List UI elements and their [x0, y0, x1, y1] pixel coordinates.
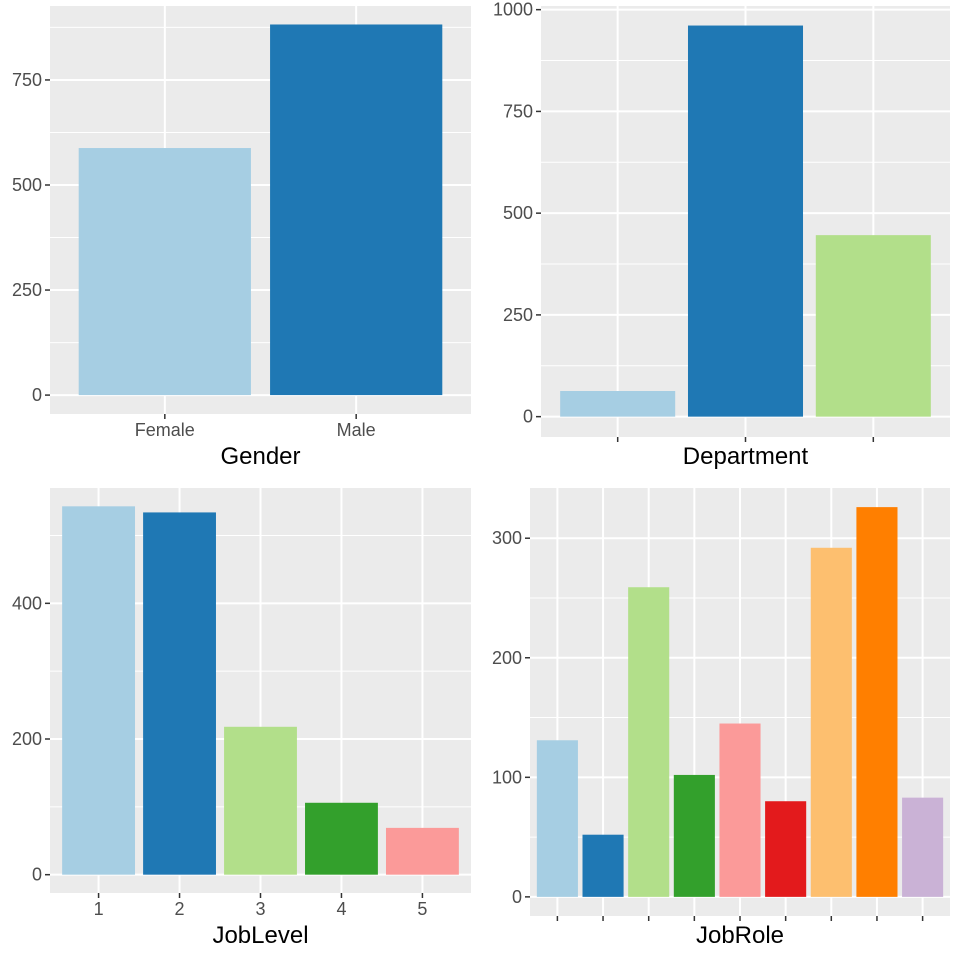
bar: [305, 802, 378, 875]
y-tick-label: 750: [12, 70, 42, 90]
bar: [628, 587, 670, 897]
x-tick-label: 4: [336, 899, 346, 919]
bar: [270, 24, 443, 396]
x-axis-title: Gender: [220, 443, 300, 470]
x-tick-label: 2: [175, 899, 185, 919]
bar: [536, 740, 578, 897]
x-tick-label: Female: [135, 420, 195, 440]
y-tick-label: 500: [12, 175, 42, 195]
y-tick-label: 0: [523, 407, 533, 427]
y-tick-label: 400: [12, 593, 42, 613]
x-tick-label: 1: [94, 899, 104, 919]
chart-panel-4: 0 100 200 300 JobRole: [492, 488, 950, 949]
bar: [765, 801, 807, 897]
y-tick-label: 300: [492, 528, 522, 548]
bar: [673, 774, 715, 897]
bar: [902, 797, 944, 897]
bar: [224, 726, 297, 875]
bar: [815, 235, 931, 417]
bar: [560, 391, 676, 417]
y-tick-label: 200: [12, 729, 42, 749]
y-tick-label: 250: [12, 280, 42, 300]
bar: [687, 25, 804, 417]
y-tick-label: 500: [503, 203, 533, 223]
bar: [78, 148, 251, 396]
chart-panel-1: 0 250 500 750 Female Male Gender: [12, 6, 471, 470]
y-tick-label: 0: [32, 865, 42, 885]
x-tick-label: 5: [417, 899, 427, 919]
y-tick-label: 0: [512, 887, 522, 907]
bar: [582, 834, 624, 897]
bar: [810, 547, 852, 897]
bar: [62, 506, 136, 875]
x-axis-title: JobRole: [696, 922, 784, 949]
y-tick-label: 750: [503, 101, 533, 121]
y-tick-label: 100: [492, 767, 522, 787]
y-tick-label: 250: [503, 305, 533, 325]
chart-panel-3: 0 200 400 1 2 3 4 5 JobLevel: [12, 488, 471, 949]
bar: [143, 512, 216, 875]
y-tick-label: 0: [32, 385, 42, 405]
y-tick-label: 1000: [493, 0, 533, 20]
chart-panel-2: 0 250 500 750 1000 Department: [493, 0, 950, 470]
bar: [856, 507, 898, 897]
bar: [719, 723, 761, 897]
x-axis-title: JobLevel: [212, 922, 308, 949]
x-tick-label: Male: [337, 420, 376, 440]
x-axis-title: Department: [683, 443, 809, 470]
bar: [385, 827, 459, 875]
y-tick-label: 200: [492, 648, 522, 668]
x-tick-label: 3: [255, 899, 265, 919]
